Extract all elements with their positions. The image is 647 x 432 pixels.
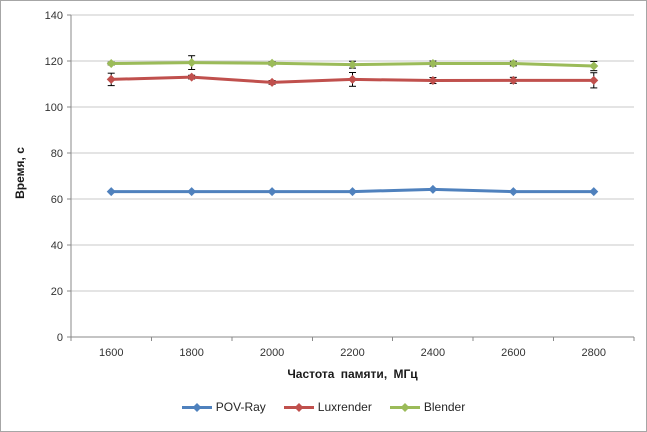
diamond-marker-icon [348,74,357,84]
legend-line-marker-icon [389,402,420,412]
y-tick-label: 60 [51,194,63,206]
series-pov-ray [106,184,599,197]
diamond-marker-icon [508,187,518,197]
y-tick-label: 100 [45,102,63,114]
diamond-marker-icon [428,59,438,69]
legend-label: Blender [423,400,466,414]
diamond-marker-icon [589,61,599,71]
diamond-marker-icon [348,187,357,197]
y-tick-label: 40 [51,240,63,252]
diamond-marker-icon [508,59,518,69]
diamond-marker-icon [106,59,116,69]
diamond-marker-icon [187,72,197,82]
series-blender [106,55,599,72]
y-tick-label: 140 [45,10,63,22]
diamond-marker-icon [267,58,277,68]
diamond-marker-icon [106,187,116,197]
legend: POV-Ray Luxrender Blender [1,400,646,414]
diamond-marker-icon [187,58,197,68]
y-tick-label: 120 [45,56,63,68]
diamond-marker-icon [267,77,277,87]
y-axis-tick-labels: 0 20 40 60 80 100 120 140 [45,10,63,344]
y-tick-label: 0 [57,332,63,344]
x-tick-label: 2400 [421,347,445,359]
x-axis-tick-labels: 1600 1800 2000 2200 2400 2600 2800 [99,347,606,359]
diamond-marker-icon [348,60,357,70]
diamond-marker-icon [589,187,599,197]
legend-item-blender: Blender [389,400,466,414]
y-tick-label: 80 [51,148,63,160]
x-tick-label: 2600 [501,347,525,359]
diamond-marker-icon [106,74,116,84]
series-luxrender [106,72,599,89]
x-tick-label: 1800 [179,347,203,359]
x-tick-label: 2800 [582,347,606,359]
diamond-marker-icon [428,76,438,86]
y-axis-title: Время, с [13,147,27,199]
diamond-marker-icon [187,187,197,197]
x-tick-label: 2000 [260,347,284,359]
x-axis-title: Частота памяти, МГц [287,367,418,381]
diamond-marker-icon [428,184,438,194]
x-tick-label: 1600 [99,347,123,359]
legend-label: POV-Ray [215,400,266,414]
x-tick-label: 2200 [340,347,364,359]
legend-line-marker-icon [283,402,314,412]
diamond-marker-icon [508,75,518,85]
legend-item-pov-ray: POV-Ray [181,400,266,414]
axes [67,14,635,341]
diamond-marker-icon [267,187,277,197]
legend-line-marker-icon [181,402,212,412]
diamond-marker-icon [589,75,599,85]
legend-item-luxrender: Luxrender [283,400,372,414]
y-tick-label: 20 [51,286,63,298]
legend-label: Luxrender [317,400,372,414]
gridlines [71,14,634,292]
